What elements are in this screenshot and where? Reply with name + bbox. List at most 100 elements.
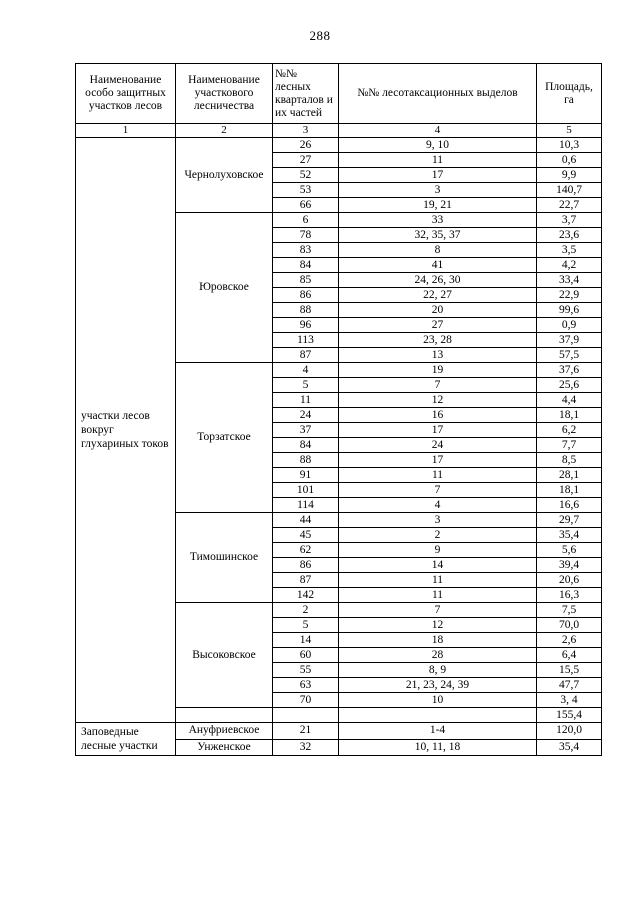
- vydel-cell: 23, 28: [338, 332, 537, 348]
- table-row: 88 17 8,5: [76, 452, 602, 468]
- table-row: 66 19, 21 22,7: [76, 197, 602, 213]
- quarter-cell: 84: [272, 257, 339, 273]
- area-cell: 37,6: [536, 362, 602, 378]
- area-cell: 16,3: [536, 587, 602, 603]
- vydel-cell: 11: [338, 572, 537, 588]
- table-row: 60 28 6,4: [76, 647, 602, 663]
- area-cell: 6,4: [536, 647, 602, 663]
- vydel-cell: 19: [338, 362, 537, 378]
- quarter-cell: 44: [272, 512, 339, 528]
- header-quarter-numbers: №№ лесных кварталов и их частей: [272, 63, 339, 124]
- vydel-empty-cell: [338, 707, 537, 723]
- quarter-cell: 84: [272, 437, 339, 453]
- table-row: Торзатское 4 19 37,6: [76, 362, 602, 513]
- table-row: 84 24 7,7: [76, 437, 602, 453]
- vydel-cell: 17: [338, 422, 537, 438]
- vydel-cell: 4: [338, 497, 537, 513]
- quarter-cell: 63: [272, 677, 339, 693]
- vydel-cell: 32, 35, 37: [338, 227, 537, 243]
- forestry-name-cell: Чернолуховское: [175, 137, 273, 213]
- vydel-cell: 17: [338, 167, 537, 183]
- document-page: 2 88 Наименование особо защитных участков…: [75, 28, 602, 756]
- quarter-cell: 11: [272, 392, 339, 408]
- vydel-cell: 11: [338, 587, 537, 603]
- area-cell: 7,5: [536, 602, 602, 618]
- quarter-cell: 66: [272, 197, 339, 213]
- vydel-cell: 12: [338, 392, 537, 408]
- area-cell: 22,7: [536, 197, 602, 213]
- quarter-cell: 52: [272, 167, 339, 183]
- area-cell: 10,3: [536, 137, 602, 153]
- quarter-cell: 53: [272, 182, 339, 198]
- quarter-cell: 87: [272, 347, 339, 363]
- area-cell: 3, 4: [536, 692, 602, 708]
- quarter-cell: 45: [272, 527, 339, 543]
- quarter-cell: 83: [272, 242, 339, 258]
- column-number: 4: [338, 123, 537, 138]
- quarter-cell: 88: [272, 452, 339, 468]
- vydel-cell: 13: [338, 347, 537, 363]
- total-row: 155,4: [76, 707, 602, 723]
- vydel-cell: 8: [338, 242, 537, 258]
- vydel-cell: 12: [338, 617, 537, 633]
- area-cell: 0,6: [536, 152, 602, 168]
- area-cell: 6,2: [536, 422, 602, 438]
- area-cell: 140,7: [536, 182, 602, 198]
- table-row: 27 11 0,6: [76, 152, 602, 168]
- forestry-name-cell: Унженское: [175, 738, 273, 756]
- quarter-cell: 101: [272, 482, 339, 498]
- table-row: 142 11 16,3: [76, 587, 602, 603]
- vydel-cell: 11: [338, 152, 537, 168]
- vydel-cell: 1-4: [338, 722, 537, 740]
- vydel-cell: 16: [338, 407, 537, 423]
- column-number: 5: [536, 123, 602, 138]
- vydel-cell: 17: [338, 452, 537, 468]
- area-cell: 35,4: [536, 527, 602, 543]
- header-protected-areas: Наименование особо защитных участков лес…: [75, 63, 176, 124]
- table-row: 37 17 6,2: [76, 422, 602, 438]
- area-cell: 18,1: [536, 407, 602, 423]
- quarter-cell: 96: [272, 317, 339, 333]
- column-number-row: 1 2 3 4 5: [75, 123, 602, 138]
- table-row: Унженское 32 10, 11, 18 35,4: [76, 738, 602, 756]
- quarter-cell: 5: [272, 617, 339, 633]
- total-area-cell: 155,4: [536, 707, 602, 723]
- area-cell: 28,1: [536, 467, 602, 483]
- area-cell: 37,9: [536, 332, 602, 348]
- quarter-cell: 70: [272, 692, 339, 708]
- quarter-cell: 62: [272, 542, 339, 558]
- quarter-cell: 91: [272, 467, 339, 483]
- area-cell: 25,6: [536, 377, 602, 393]
- header-row: Наименование особо защитных участков лес…: [75, 63, 602, 124]
- vydel-cell: 3: [338, 512, 537, 528]
- area-cell: 15,5: [536, 662, 602, 678]
- quarter-cell: 113: [272, 332, 339, 348]
- table-row: Заповедные лесные участки Ануфриевское 21 1…: [75, 722, 602, 756]
- area-cell: 7,7: [536, 437, 602, 453]
- area-cell: 18,1: [536, 482, 602, 498]
- vydel-cell: 24, 26, 30: [338, 272, 537, 288]
- vydel-cell: 18: [338, 632, 537, 648]
- table-row: 85 24, 26, 30 33,4: [76, 272, 602, 288]
- forestry-name-cell: Тимошинское: [175, 512, 273, 603]
- area-cell: 16,6: [536, 497, 602, 513]
- header-forestry-district: Наименование участкового лесничества: [175, 63, 273, 124]
- area-cell: 99,6: [536, 302, 602, 318]
- quarter-cell: 60: [272, 647, 339, 663]
- area-cell: 20,6: [536, 572, 602, 588]
- quarter-cell: 86: [272, 287, 339, 303]
- header-area: Площадь, га: [536, 63, 602, 124]
- vydel-cell: 2: [338, 527, 537, 543]
- column-number: 2: [175, 123, 273, 138]
- vydel-cell: 7: [338, 482, 537, 498]
- vydel-cell: 10: [338, 692, 537, 708]
- area-cell: 23,6: [536, 227, 602, 243]
- section-name-cell: Заповедные лесные участки: [75, 722, 176, 756]
- forestry-name-cell: Торзатское: [175, 362, 273, 513]
- quarter-cell: 5: [272, 377, 339, 393]
- vydel-cell: 27: [338, 317, 537, 333]
- forestry-name-cell: Высоковское: [175, 602, 273, 708]
- table-body: участки лесов вокруг глухариных токов Чер…: [75, 137, 602, 756]
- area-cell: 4,2: [536, 257, 602, 273]
- forest-areas-table: Наименование особо защитных участков лес…: [75, 63, 602, 756]
